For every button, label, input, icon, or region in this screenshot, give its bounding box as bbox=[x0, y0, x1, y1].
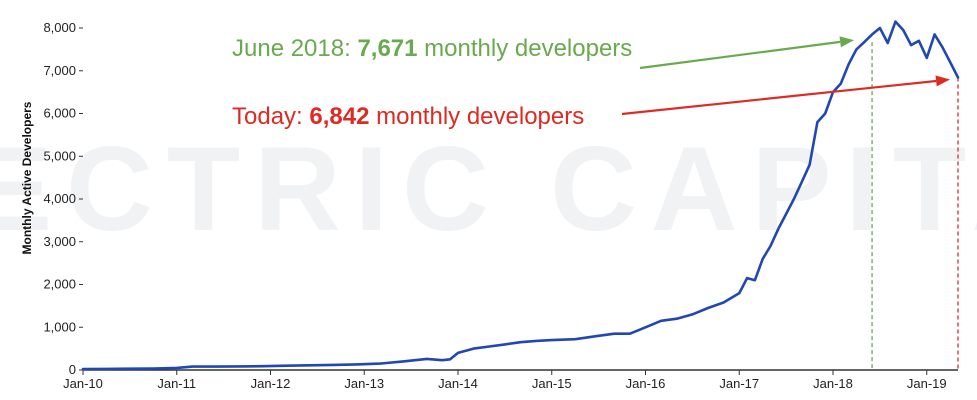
x-axis-ticks: Jan-10 Jan-11 Jan-12 Jan-13 Jan-14 Jan-15 Jan-… bbox=[63, 370, 947, 391]
y-axis-ticks: 0 1,000 2,000 3,000 4,000 5,000 6,000 7,000 8,00… bbox=[43, 20, 83, 377]
y-tick-label: 1,000 bbox=[43, 319, 76, 334]
y-tick-label: 2,000 bbox=[43, 277, 76, 292]
y-tick-label: 3,000 bbox=[43, 234, 76, 249]
y-axis-label: Monthly Active Developers bbox=[20, 101, 34, 254]
y-tick-label: 8,000 bbox=[43, 20, 76, 35]
x-tick-label: Jan-14 bbox=[438, 376, 478, 391]
x-tick-label: Jan-12 bbox=[251, 376, 291, 391]
y-tick-label: 0 bbox=[69, 362, 76, 377]
annotation-june-2018-suffix: monthly developers bbox=[418, 35, 633, 62]
y-tick-label: 6,000 bbox=[43, 106, 76, 121]
annotation-june-2018-prefix: June 2018: bbox=[232, 35, 357, 62]
annotation-today-value: 6,842 bbox=[309, 103, 369, 130]
green-arrow-shaft bbox=[639, 40, 841, 70]
annotation-arrows bbox=[621, 36, 950, 116]
y-tick-label: 4,000 bbox=[43, 191, 76, 206]
marker-lines bbox=[871, 42, 959, 370]
x-tick-label: Jan-16 bbox=[626, 376, 666, 391]
green-arrow-head bbox=[839, 36, 855, 48]
series-group bbox=[81, 20, 960, 371]
y-tick-label: 5,000 bbox=[43, 148, 76, 163]
annotation-june-2018: June 2018: 7,671 monthly developers bbox=[232, 35, 632, 62]
annotation-june-2018-value: 7,671 bbox=[357, 35, 417, 62]
series-line bbox=[81, 20, 960, 371]
annotation-today-prefix: Today: bbox=[232, 103, 309, 130]
x-tick-label: Jan-15 bbox=[532, 376, 572, 391]
y-tick-label: 7,000 bbox=[43, 63, 76, 78]
x-tick-label: Jan-19 bbox=[907, 376, 947, 391]
red-arrow-shaft bbox=[621, 79, 937, 116]
x-tick-label: Jan-18 bbox=[813, 376, 853, 391]
x-tick-label: Jan-17 bbox=[719, 376, 759, 391]
x-tick-label: Jan-10 bbox=[63, 376, 103, 391]
annotation-today: Today: 6,842 monthly developers bbox=[232, 103, 584, 130]
red-arrow-head bbox=[935, 75, 950, 87]
x-tick-label: Jan-11 bbox=[157, 376, 196, 391]
x-tick-label: Jan-13 bbox=[344, 376, 384, 391]
watermark-text: ELECTRIC CAPITAL bbox=[0, 122, 977, 256]
annotation-today-suffix: monthly developers bbox=[369, 103, 584, 130]
